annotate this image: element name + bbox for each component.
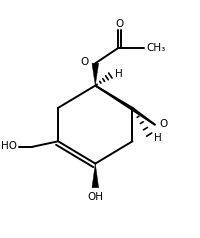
Text: H: H [115, 69, 123, 79]
Polygon shape [92, 63, 99, 86]
Text: HO: HO [1, 141, 17, 151]
Text: CH₃: CH₃ [146, 43, 166, 53]
Polygon shape [92, 164, 99, 188]
Text: O: O [115, 19, 123, 29]
Text: OH: OH [87, 192, 103, 202]
Text: O: O [81, 57, 89, 67]
Text: O: O [159, 119, 168, 129]
Text: H: H [154, 133, 162, 143]
